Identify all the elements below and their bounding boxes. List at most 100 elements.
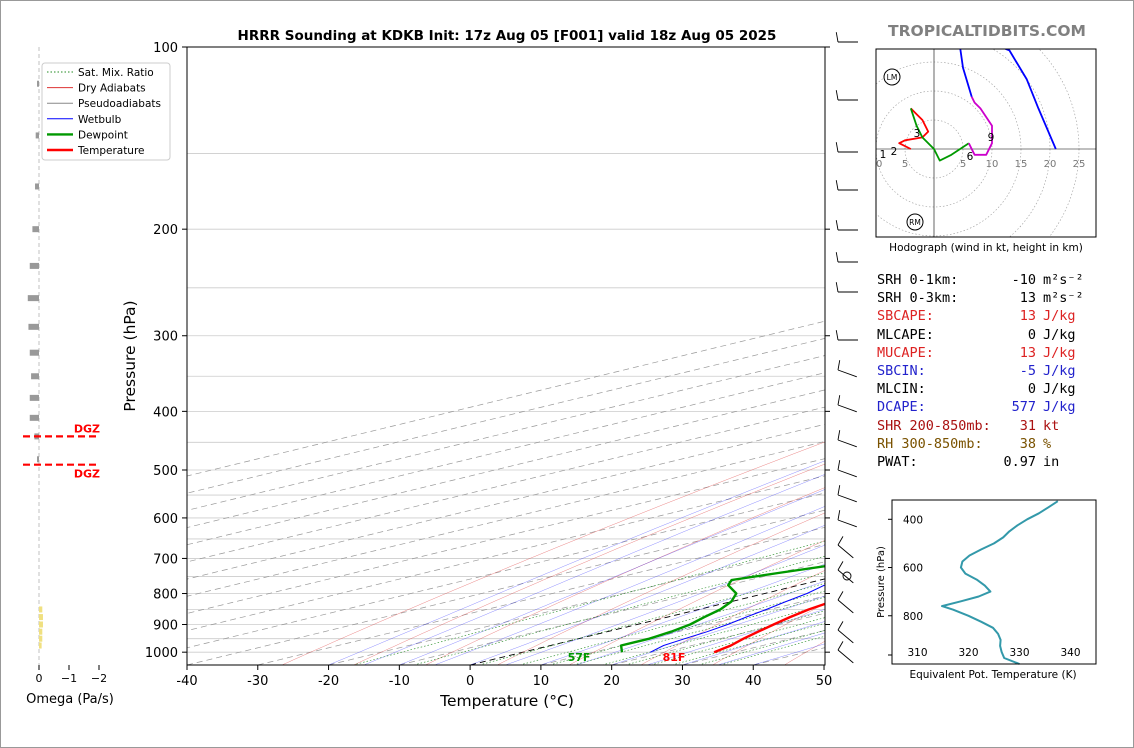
wind-barb (837, 561, 854, 584)
theta-y-tick-label: 800 (903, 611, 923, 623)
index-label: SRH 0-1km: (877, 272, 959, 288)
dewpoint-line (619, 564, 825, 653)
theta-e-panel: 310 320 330 340 400 600 800 (888, 500, 1081, 665)
skewt-axes-frame (186, 46, 826, 666)
pseudoadiabat (576, 580, 825, 665)
index-value: 577 (1011, 399, 1036, 416)
wind-barb-flag (837, 621, 844, 631)
dry-adiabat (640, 570, 825, 665)
theta-e-y-label: Pressure (hPa) (876, 546, 887, 618)
dgz-bottom-label: DGZ (74, 468, 100, 481)
mixing-ratio-line (625, 610, 825, 665)
legend-entry: Sat. Mix. Ratio (78, 67, 154, 79)
wind-barb (837, 395, 857, 413)
hodograph-trace (959, 49, 1057, 150)
wind-barb (837, 485, 857, 503)
index-value: 31 (1019, 417, 1036, 434)
legend-box (41, 62, 171, 161)
wind-barb (835, 90, 858, 101)
omega-bar (32, 226, 39, 233)
wind-barb-shaft (837, 439, 857, 448)
hodograph-ring-label: 5 (960, 159, 966, 170)
storm-motion-marker (883, 68, 901, 86)
legend-entry: Dewpoint (78, 129, 128, 141)
index-label: DCAPE: (877, 399, 926, 416)
theta-x-tick-label: 320 (958, 647, 978, 659)
wind-barb-flag (837, 485, 841, 496)
wind-barb-shaft (837, 544, 854, 559)
isotherm--140 (187, 337, 825, 494)
index-label: SRH 0-3km: (877, 290, 959, 307)
x-tick-label: 40 (745, 674, 762, 689)
hodograph-ring-label: 25 (1073, 159, 1086, 170)
wind-barbs (835, 32, 858, 664)
x-tick-label: 0 (466, 674, 474, 689)
wind-barb-shaft (837, 404, 857, 413)
y-tick-label: 300 (153, 330, 178, 345)
pseudoadiabat (470, 524, 825, 665)
index-unit: m²s⁻² (1043, 290, 1084, 307)
surface-dew-label: 57F (568, 651, 591, 664)
wind-barb-flag (837, 561, 844, 571)
hodograph-ring-label-left: 10 (870, 159, 883, 170)
x-tick-label: 20 (603, 674, 620, 689)
omega-bar (37, 456, 39, 463)
dry-adiabat (281, 441, 825, 665)
y-tick-label: 1000 (145, 646, 178, 661)
hodograph-height-label: 2 (891, 146, 898, 158)
index-value: 0 (1027, 326, 1036, 343)
hodograph-ring-label: 15 (1015, 159, 1028, 170)
watermark: TROPICALTIDBITS.COM (888, 22, 1086, 40)
wind-barb-shaft (837, 629, 854, 644)
mixing-ratio-line (479, 572, 825, 665)
wind-barb-shaft (837, 469, 857, 478)
theta-e-line (941, 500, 1059, 665)
wind-barb (835, 142, 858, 153)
omega-bar (29, 262, 39, 269)
pseudoadiabat (434, 506, 825, 665)
wind-barb (835, 330, 858, 341)
theta-e-x-label: Equivalent Pot. Temperature (K) (909, 669, 1076, 681)
omega-bar (39, 621, 43, 628)
skewt-background-lines: 1246810131620243036 (187, 47, 825, 665)
pseudoadiabat (682, 621, 825, 665)
dgz-top-label: DGZ (74, 422, 100, 435)
wetbulb-line (650, 584, 825, 653)
hodograph-height-label: 1 (880, 149, 887, 161)
index-label: PWAT: (877, 454, 918, 470)
storm-motion-label: LM (887, 73, 898, 82)
mixing-ratio-line (413, 555, 825, 665)
wind-barb (835, 32, 858, 43)
index-unit: J/kg (1043, 344, 1076, 361)
omega-bar (27, 295, 39, 302)
y-tick-label: 900 (153, 618, 178, 633)
legend-entry: Dry Adiabats (78, 83, 146, 95)
omega-bar (39, 642, 42, 649)
x-tick-label: 50 (816, 674, 833, 689)
y-tick-label: 800 (153, 588, 178, 603)
index-value: 0 (1027, 381, 1036, 398)
index-unit: J/kg (1043, 326, 1076, 343)
y-tick-label: 500 (153, 464, 178, 479)
pseudoadiabat (328, 460, 825, 665)
storm-motion-marker (906, 213, 924, 231)
isotherm-40 (753, 647, 825, 665)
hodograph-trace (898, 107, 930, 150)
y-tick-label: 200 (153, 223, 178, 238)
dry-adiabat (497, 512, 825, 665)
x-tick-label: -30 (247, 674, 268, 689)
hodograph-ring-label-left: 25 (783, 159, 796, 170)
skewt-profiles (619, 564, 825, 654)
omega-x-label: Omega (Pa/s) (26, 692, 114, 707)
omega-bar (29, 349, 39, 356)
mixing-ratio-line (519, 582, 825, 665)
wind-barb-flag (835, 180, 839, 191)
omega-bar (39, 628, 43, 635)
wind-barb (837, 460, 857, 478)
index-label: SHR 200-850mb: (877, 417, 991, 434)
omega-bar (35, 183, 39, 190)
calm-wind-circle (842, 571, 852, 581)
y-tick-label: 600 (153, 512, 178, 527)
storm-motion-label: RM (909, 218, 921, 227)
